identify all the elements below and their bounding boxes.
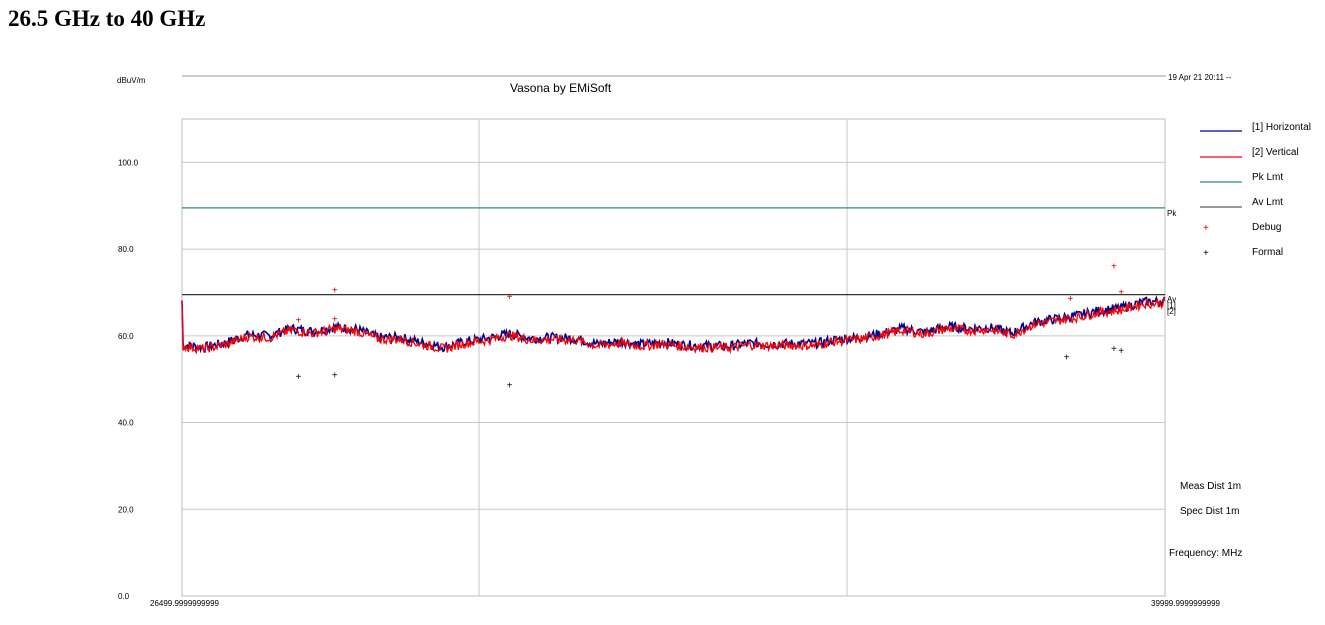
debug-marker: +	[1111, 261, 1117, 272]
formal-marker: +	[332, 371, 338, 382]
legend-label-av-lmt: Av Lmt	[1252, 197, 1283, 208]
formal-marker: +	[1064, 353, 1070, 364]
av-limit-end-label: Av	[1167, 295, 1176, 304]
series-1-end-label: [1]	[1167, 301, 1176, 310]
legend-marker-debug: +	[1203, 223, 1209, 234]
legend-label-debug: Debug	[1252, 222, 1281, 233]
date-label: 19 Apr 21 20:11 --	[1168, 73, 1232, 82]
meas-dist-annotation: Meas Dist 1m	[1180, 481, 1241, 492]
limit-lines	[182, 207, 1165, 296]
series-line-vertical	[181, 295, 1166, 355]
formal-marker: +	[1118, 346, 1124, 357]
y-tick-labels: 100.0 80.0 60.0 40.0 20.0 0.0	[118, 158, 139, 601]
y-tick-label: 60.0	[118, 332, 134, 341]
x-tick-label-end: 39999.9999999999	[1151, 599, 1221, 608]
frequency-unit-annotation: Frequency: MHz	[1169, 548, 1242, 559]
y-tick-label: 40.0	[118, 419, 134, 428]
pk-limit-end-label: Pk	[1167, 209, 1177, 218]
legend-label-vertical: [2] Vertical	[1252, 147, 1299, 158]
series-line-horizontal	[181, 295, 1166, 354]
legend-label-horizontal: [1] Horizontal	[1252, 122, 1311, 133]
formal-marker: +	[1111, 344, 1117, 355]
formal-marker: +	[507, 381, 513, 392]
y-axis-unit-label: dBuV/m	[117, 76, 146, 85]
legend-label-pk-lmt: Pk Lmt	[1252, 172, 1283, 183]
debug-marker: +	[332, 314, 338, 325]
y-tick-label: 80.0	[118, 245, 134, 254]
debug-marker: +	[332, 285, 338, 296]
grid-lines	[182, 119, 1165, 596]
debug-marker: +	[507, 292, 513, 303]
series-lines	[181, 295, 1166, 355]
series-2-end-label: [2]	[1167, 307, 1176, 316]
page-heading: 26.5 GHz to 40 GHz	[8, 6, 206, 31]
debug-marker: +	[1067, 294, 1073, 305]
x-tick-label-start: 26499.9999999999	[150, 599, 220, 608]
legend-marker-formal: +	[1203, 248, 1209, 259]
legend-label-formal: Formal	[1252, 247, 1283, 258]
y-tick-label: 20.0	[118, 505, 134, 514]
marker-points: + +++ ++++ ++++ +	[296, 261, 1125, 391]
legend: [1] Horizontal [2] Vertical Pk Lmt Av Lm…	[1200, 122, 1311, 259]
spec-dist-annotation: Spec Dist 1m	[1180, 506, 1239, 517]
formal-marker: +	[296, 372, 302, 383]
y-tick-label: 100.0	[118, 158, 139, 167]
plot-frame	[181, 118, 1166, 597]
chart-title: Vasona by EMiSoft	[510, 81, 612, 95]
y-tick-label: 0.0	[118, 592, 130, 601]
debug-marker: +	[1118, 287, 1124, 298]
debug-marker: +	[296, 316, 302, 327]
